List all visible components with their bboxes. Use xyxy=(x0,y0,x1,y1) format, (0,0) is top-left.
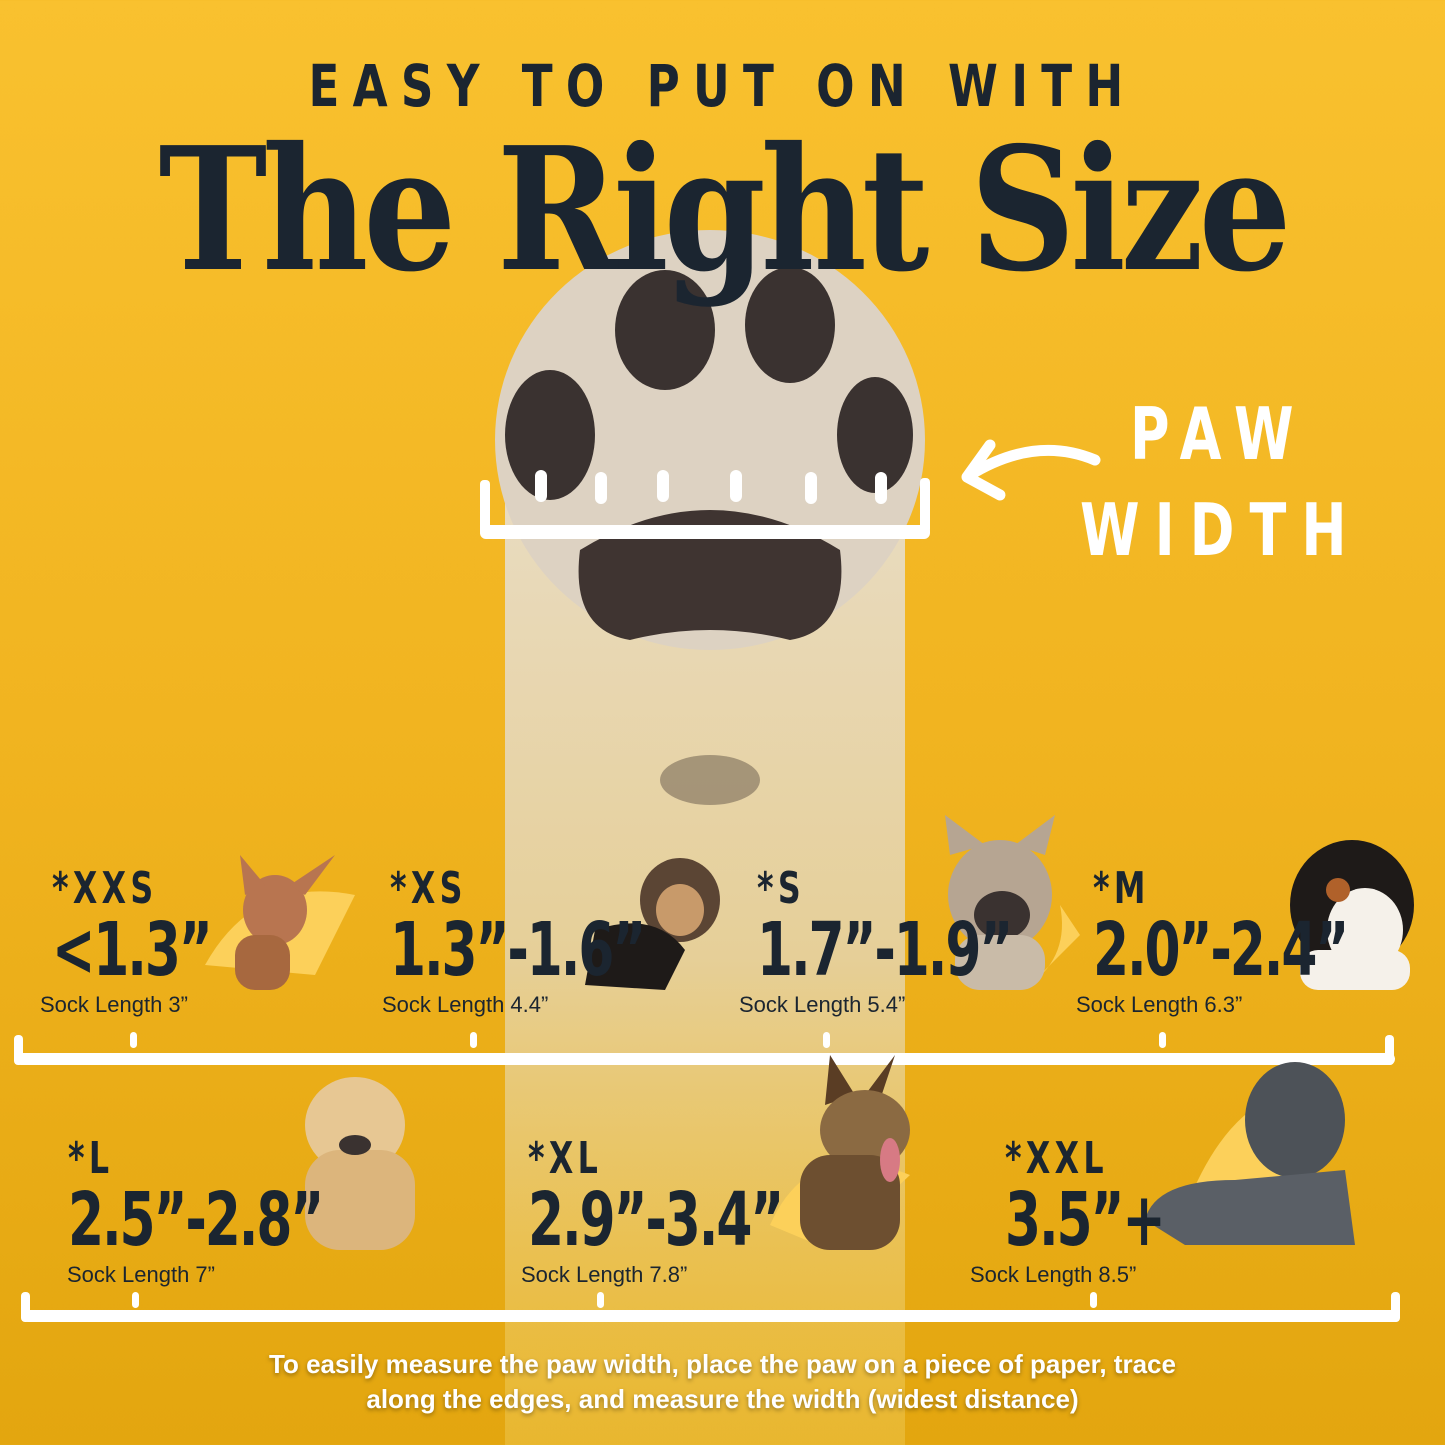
sock-length: Sock Length 6.3” xyxy=(1076,992,1243,1017)
size-xxs: *XXS <1.3” Sock Length 3” xyxy=(40,863,279,1018)
german-shepherd-image xyxy=(770,1055,910,1250)
toe-pad-icon xyxy=(745,267,835,383)
width-label: WIDTH xyxy=(1080,488,1362,572)
sock-length: Sock Length 5.4” xyxy=(739,992,906,1017)
paw-width-range: <1.3” xyxy=(52,907,213,993)
arrow-left-icon xyxy=(961,439,1101,501)
instructions-line-1: To easily measure the paw width, place t… xyxy=(269,1349,1176,1379)
paw-label: PAW xyxy=(1130,392,1309,476)
size-label: *XL xyxy=(528,1133,603,1184)
sock-length: Sock Length 3” xyxy=(40,992,188,1017)
measure-instructions: To easily measure the paw width, place t… xyxy=(0,1347,1445,1417)
great-dane-image xyxy=(1145,1062,1355,1245)
sock-length: Sock Length 7” xyxy=(67,1262,215,1287)
paw-width-range: 1.3”-1.6” xyxy=(390,907,646,993)
sock-length: Sock Length 4.4” xyxy=(382,992,549,1017)
french-bulldog-image xyxy=(945,815,1080,990)
size-l: *L 2.5”-2.8” Sock Length 7” xyxy=(67,1133,431,1288)
paw-width-range: 1.7”-1.9” xyxy=(757,907,1013,993)
sock-length: Sock Length 7.8” xyxy=(521,1262,688,1287)
toe-pad-icon xyxy=(837,377,913,493)
paw-photo xyxy=(480,230,930,1445)
toe-pad-icon xyxy=(505,370,595,500)
size-label: *L xyxy=(68,1133,114,1184)
size-s: *S 1.7”-1.9” Sock Length 5.4” xyxy=(739,863,1120,1018)
chihuahua-image xyxy=(205,855,355,990)
size-xl: *XL 2.9”-3.4” Sock Length 7.8” xyxy=(521,1133,891,1288)
bernese-mountain-dog-image xyxy=(1290,840,1414,990)
paw-width-range: 2.0”-2.4” xyxy=(1093,907,1349,993)
size-label: *S xyxy=(757,863,806,914)
paw-width-range: 3.5”+ xyxy=(1005,1177,1166,1263)
size-m: *M 2.0”-2.4” Sock Length 6.3” xyxy=(1076,863,1445,1018)
sock-length: Sock Length 8.5” xyxy=(970,1262,1137,1287)
header-kicker: EASY TO PUT ON WITH xyxy=(308,52,1137,120)
size-xs: *XS 1.3”-1.6” Sock Length 4.4” xyxy=(382,863,753,1018)
size-label: *XXS xyxy=(52,863,158,914)
paw-width-range: 2.5”-2.8” xyxy=(68,1177,324,1263)
paw-width-range: 2.9”-3.4” xyxy=(528,1177,784,1263)
size-label: *XXL xyxy=(1005,1133,1108,1184)
size-label: *XS xyxy=(390,863,467,914)
size-label: *M xyxy=(1093,863,1150,914)
main-pad-icon xyxy=(578,510,842,640)
page-title: The Right Size xyxy=(158,110,1292,310)
size-xxl: *XXL 3.5”+ Sock Length 8.5” xyxy=(970,1133,1232,1288)
toe-pad-icon xyxy=(615,270,715,390)
instructions-line-2: along the edges, and measure the width (… xyxy=(366,1384,1079,1414)
golden-retriever-image xyxy=(305,1077,415,1250)
yorkie-image xyxy=(585,858,720,990)
